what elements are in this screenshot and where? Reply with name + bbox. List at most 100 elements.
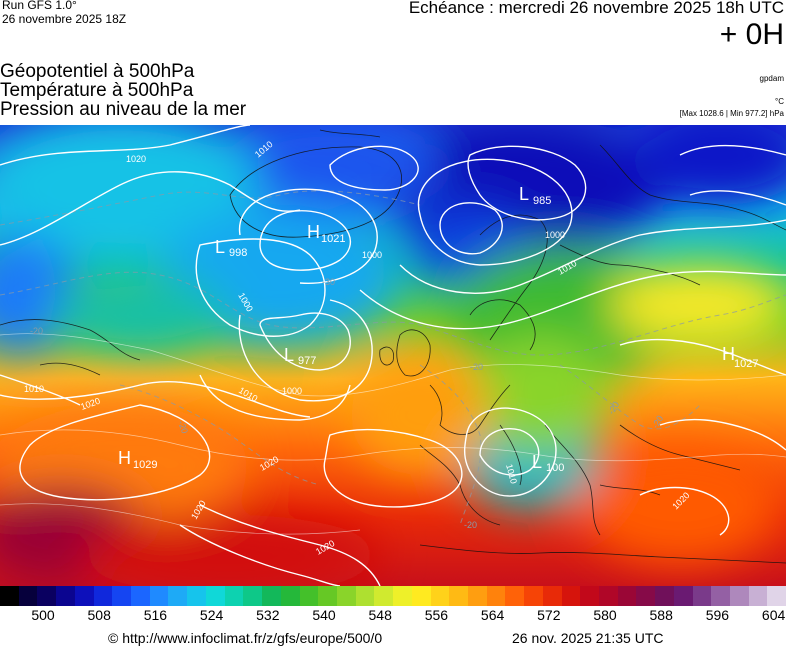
- color-scale-ticks: 500 508 516 524 532 540 548 556 564 572 580 588 596 6…: [0, 607, 786, 627]
- color-scale-swatch: [168, 586, 188, 606]
- color-scale-swatch: [524, 586, 543, 606]
- system-value: 985: [533, 195, 551, 207]
- isobar-label: 1020: [126, 154, 146, 164]
- isobar-label: 1000: [545, 230, 565, 240]
- forecast-horizon: + 0H: [719, 18, 784, 51]
- low-pressure-center: L 985: [519, 184, 551, 207]
- color-scale-swatch: [149, 586, 169, 606]
- coastlines: [0, 129, 786, 564]
- system-value: 100: [546, 462, 564, 474]
- isobars: [0, 125, 786, 586]
- layer-geopotential-label: Géopotentiel à 500hPa: [0, 61, 195, 82]
- color-scale-swatch: [711, 586, 731, 606]
- run-label: Run GFS 1.0°: [2, 0, 77, 12]
- low-pressure-center: L 100: [532, 452, 564, 474]
- source-credit: © http://www.infoclimat.fr/z/gfs/europe/…: [108, 630, 383, 646]
- color-scale-swatch: [561, 586, 581, 606]
- high-pressure-center: H 1021: [307, 222, 345, 245]
- system-type: H: [722, 344, 735, 364]
- color-scale-tick-label: 500: [31, 607, 55, 623]
- color-scale-swatch: [318, 586, 337, 606]
- color-scale-tick-label: 548: [368, 607, 392, 623]
- color-scale-tick-label: 604: [761, 607, 786, 623]
- color-scale-tick-label: 532: [256, 607, 280, 623]
- weather-map: 1020 1010 1000 1000 1000 1010 1010 1020 …: [0, 125, 786, 586]
- color-scale-swatch: [355, 586, 375, 606]
- system-type: H: [118, 448, 131, 468]
- layer-pressure-label: Pression au niveau de la mer: [0, 99, 247, 120]
- color-scale-swatch: [374, 586, 394, 606]
- pressure-systems: L 985 H 1021 L 998 L 977 H 1029 L 100 H …: [118, 184, 758, 474]
- color-scale-tick-label: 516: [143, 607, 168, 623]
- low-pressure-center: L 998: [215, 237, 247, 259]
- temperature-field: [0, 125, 786, 586]
- run-date: 26 novembre 2025 18Z: [2, 12, 127, 26]
- system-value: 977: [298, 355, 316, 367]
- color-scale-swatch: [486, 586, 506, 606]
- color-scale-swatch: [262, 586, 281, 606]
- unit-temperature: °C: [775, 97, 784, 106]
- color-scale-swatch: [449, 586, 468, 606]
- color-scale-tick-label: 556: [424, 607, 449, 623]
- isotherms: [0, 190, 786, 526]
- color-scale-swatch: [505, 586, 525, 606]
- high-pressure-center: H 1029: [118, 448, 157, 471]
- color-scale-swatch: [224, 586, 244, 606]
- color-scale-tick-label: 572: [537, 607, 561, 623]
- system-type: L: [532, 452, 542, 472]
- color-scale-swatch: [56, 586, 75, 606]
- isobar-label: 1000: [362, 250, 382, 260]
- system-value: 1021: [321, 233, 345, 245]
- isotherm-label: -30: [322, 277, 335, 287]
- color-scale-swatch: [299, 586, 319, 606]
- isotherm-labels: -30 -20 -20 -20 -20 -20 -20: [30, 277, 665, 530]
- isotherm-label: -20: [176, 419, 190, 435]
- color-scale-tick-label: 540: [312, 607, 336, 623]
- color-scale-swatch: [93, 586, 113, 606]
- color-scale-swatch: [430, 586, 450, 606]
- color-scale-swatch: [112, 586, 132, 606]
- color-scale-swatch: [187, 586, 206, 606]
- pressure-extremes: [Max 1028.6 | Min 977.2] hPa: [679, 109, 784, 118]
- system-value: 1027: [734, 358, 758, 370]
- unit-geopotential: gpdam: [759, 74, 784, 83]
- system-type: L: [284, 345, 294, 365]
- color-scale-swatch: [336, 586, 356, 606]
- color-scale-swatch: [599, 586, 618, 606]
- color-scale-swatch: [205, 586, 225, 606]
- color-scale-swatch: [692, 586, 712, 606]
- layer-temperature-label: Température à 500hPa: [0, 80, 194, 101]
- color-scale-swatch: [243, 586, 263, 606]
- color-scale-swatch: [673, 586, 693, 606]
- isotherm-label: -20: [30, 326, 43, 336]
- color-scale-swatch: [580, 586, 599, 606]
- system-value: 1029: [133, 459, 157, 471]
- color-scale-swatch: [767, 586, 786, 606]
- color-scale-swatch: [411, 586, 431, 606]
- color-scale-swatch: [748, 586, 768, 606]
- geopotential-contours: [0, 333, 786, 535]
- isotherm-label: -20: [470, 362, 483, 372]
- color-scale-swatch: [74, 586, 94, 606]
- color-scale-swatch: [542, 586, 562, 606]
- generation-timestamp: 26 nov. 2025 21:35 UTC: [512, 630, 664, 646]
- low-pressure-center: L 977: [284, 345, 316, 367]
- system-type: L: [215, 237, 225, 257]
- color-scale-swatch: [37, 586, 57, 606]
- color-scale-swatch: [0, 586, 19, 606]
- isobar-label: 1000: [282, 386, 302, 396]
- color-scale-tick-label: 508: [87, 607, 111, 623]
- color-scale-swatch: [393, 586, 412, 606]
- system-type: L: [519, 184, 529, 204]
- color-scale-swatch: [617, 586, 637, 606]
- color-scale-tick-label: 580: [593, 607, 617, 623]
- color-scale-tick-label: 596: [705, 607, 730, 623]
- color-scale-swatch: [131, 586, 150, 606]
- system-value: 998: [229, 247, 247, 259]
- color-scale-swatch: [280, 586, 300, 606]
- color-scale-tick-label: 524: [199, 607, 224, 623]
- color-scale-swatch: [655, 586, 674, 606]
- forecast-valid-time: Echéance : mercredi 26 novembre 2025 18h…: [408, 0, 784, 17]
- color-scale-swatch: [636, 586, 656, 606]
- color-scale-tick-label: 588: [649, 607, 673, 623]
